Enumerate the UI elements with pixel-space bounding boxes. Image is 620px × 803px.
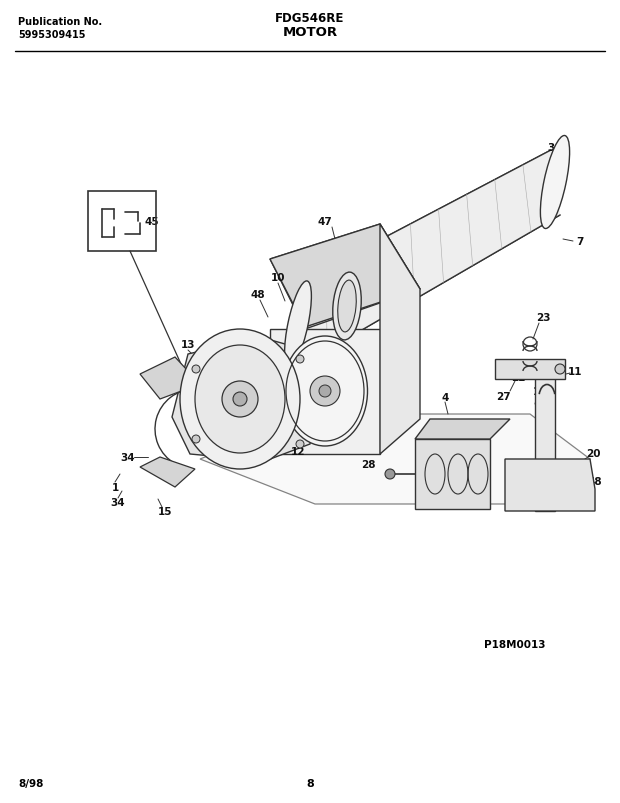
Text: 13: 13 <box>181 340 195 349</box>
Text: P18M0013: P18M0013 <box>484 639 546 649</box>
Text: 5995309415: 5995309415 <box>18 30 86 40</box>
Circle shape <box>296 441 304 448</box>
Circle shape <box>555 365 565 374</box>
Polygon shape <box>270 225 420 329</box>
Polygon shape <box>415 439 490 509</box>
Text: 8: 8 <box>306 778 314 788</box>
Text: 15: 15 <box>157 507 172 516</box>
Polygon shape <box>270 225 420 328</box>
Polygon shape <box>200 414 590 504</box>
Text: 19: 19 <box>533 386 547 397</box>
Ellipse shape <box>285 282 311 368</box>
Polygon shape <box>535 368 555 512</box>
Ellipse shape <box>283 336 368 446</box>
Text: 27: 27 <box>495 392 510 402</box>
Text: eReplacementParts.com: eReplacementParts.com <box>220 402 390 417</box>
Circle shape <box>192 365 200 373</box>
Text: 23: 23 <box>536 312 551 323</box>
Text: 28: 28 <box>361 459 375 470</box>
Text: 12: 12 <box>291 446 305 456</box>
Circle shape <box>192 435 200 443</box>
Circle shape <box>296 356 304 364</box>
Text: FDG546RE: FDG546RE <box>275 11 345 24</box>
Ellipse shape <box>333 273 361 340</box>
Text: 45: 45 <box>144 217 159 226</box>
Ellipse shape <box>338 281 356 332</box>
Text: 8/98: 8/98 <box>18 778 43 788</box>
Polygon shape <box>298 151 560 368</box>
Text: 25: 25 <box>521 487 535 496</box>
Text: 7: 7 <box>577 237 583 247</box>
Text: 48: 48 <box>588 476 602 487</box>
Text: 1: 1 <box>112 483 118 492</box>
Text: Publication No.: Publication No. <box>18 17 102 27</box>
Polygon shape <box>415 419 510 439</box>
Text: 10: 10 <box>271 273 285 283</box>
Circle shape <box>222 381 258 418</box>
Text: 34: 34 <box>111 497 125 507</box>
Polygon shape <box>172 337 318 462</box>
Polygon shape <box>270 329 380 454</box>
Polygon shape <box>140 458 195 487</box>
Text: 34: 34 <box>547 143 562 153</box>
Text: MOTOR: MOTOR <box>283 26 337 39</box>
Circle shape <box>310 377 340 406</box>
Polygon shape <box>380 225 420 454</box>
Circle shape <box>385 470 395 479</box>
Text: 11: 11 <box>568 366 582 377</box>
Circle shape <box>319 385 331 397</box>
Text: 47: 47 <box>317 217 332 226</box>
Text: 48: 48 <box>250 290 265 300</box>
Text: 4: 4 <box>441 393 449 402</box>
Polygon shape <box>505 459 595 512</box>
Ellipse shape <box>541 137 570 229</box>
Text: 46: 46 <box>560 497 574 507</box>
Polygon shape <box>140 357 200 400</box>
Polygon shape <box>495 360 565 380</box>
Text: 20: 20 <box>586 448 600 459</box>
Ellipse shape <box>195 345 285 454</box>
Text: 34: 34 <box>121 452 135 463</box>
Ellipse shape <box>180 329 300 470</box>
Text: 22: 22 <box>511 373 525 382</box>
Circle shape <box>233 393 247 406</box>
